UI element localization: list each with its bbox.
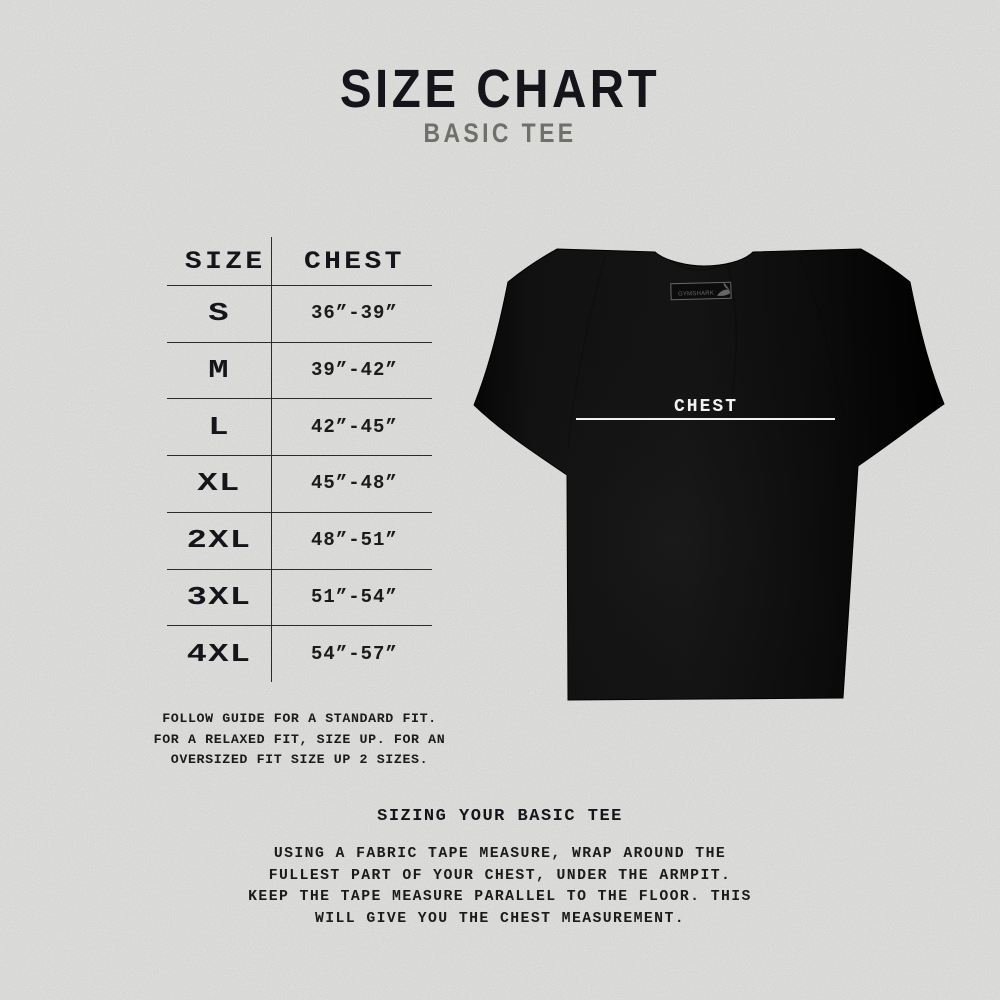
svg-text:CHEST: CHEST — [674, 397, 738, 417]
